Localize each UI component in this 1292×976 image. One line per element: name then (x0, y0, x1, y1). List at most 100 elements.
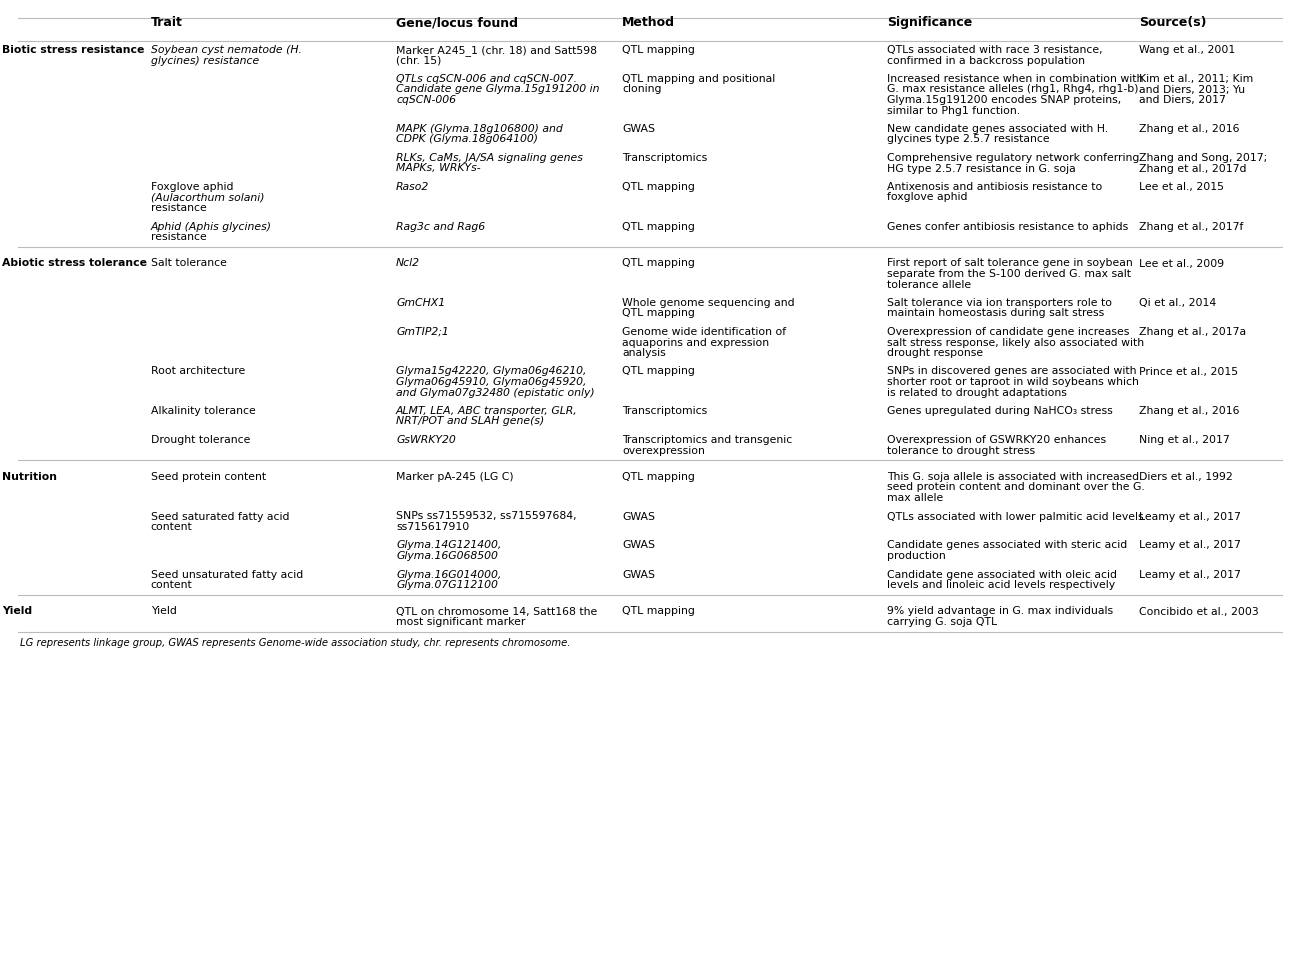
Text: analysis: analysis (623, 348, 665, 358)
Text: LG represents linkage group, GWAS represents Genome-wide association study, chr.: LG represents linkage group, GWAS repres… (19, 637, 570, 647)
Text: Zhang et al., 2017a: Zhang et al., 2017a (1140, 327, 1245, 337)
Text: Seed unsaturated fatty acid: Seed unsaturated fatty acid (151, 570, 302, 580)
Text: QTL mapping: QTL mapping (623, 222, 695, 231)
Text: GsWRKY20: GsWRKY20 (397, 435, 456, 445)
Text: GWAS: GWAS (623, 541, 655, 550)
Text: Trait: Trait (151, 16, 182, 29)
Text: Glyma.15g191200 encodes SNAP proteins,: Glyma.15g191200 encodes SNAP proteins, (888, 95, 1121, 105)
Text: Zhang et al., 2017f: Zhang et al., 2017f (1140, 222, 1243, 231)
Text: seed protein content and dominant over the G.: seed protein content and dominant over t… (888, 482, 1145, 493)
Text: most significant marker: most significant marker (397, 617, 526, 627)
Text: GWAS: GWAS (623, 511, 655, 521)
Text: NRT/POT and SLAH gene(s): NRT/POT and SLAH gene(s) (397, 417, 544, 427)
Text: aquaporins and expression: aquaporins and expression (623, 338, 769, 347)
Text: shorter root or taproot in wild soybeans which: shorter root or taproot in wild soybeans… (888, 377, 1138, 387)
Text: 9% yield advantage in G. max individuals: 9% yield advantage in G. max individuals (888, 606, 1114, 617)
Text: QTL on chromosome 14, Satt168 the: QTL on chromosome 14, Satt168 the (397, 606, 597, 617)
Text: maintain homeostasis during salt stress: maintain homeostasis during salt stress (888, 308, 1105, 318)
Text: and Diers, 2017: and Diers, 2017 (1140, 95, 1226, 105)
Text: Foxglove aphid: Foxglove aphid (151, 182, 233, 192)
Text: levels and linoleic acid levels respectively: levels and linoleic acid levels respecti… (888, 580, 1115, 590)
Text: Soybean cyst nematode (H.: Soybean cyst nematode (H. (151, 45, 301, 55)
Text: Glyma.07G112100: Glyma.07G112100 (397, 580, 497, 590)
Text: Candidate gene associated with oleic acid: Candidate gene associated with oleic aci… (888, 570, 1118, 580)
Text: SNPs in discovered genes are associated with: SNPs in discovered genes are associated … (888, 367, 1137, 377)
Text: cqSCN-006: cqSCN-006 (397, 95, 456, 105)
Text: (Aulacorthum solani): (Aulacorthum solani) (151, 192, 264, 202)
Text: drought response: drought response (888, 348, 983, 358)
Text: carrying G. soja QTL: carrying G. soja QTL (888, 617, 997, 627)
Text: and Diers, 2013; Yu: and Diers, 2013; Yu (1140, 85, 1245, 95)
Text: foxglove aphid: foxglove aphid (888, 192, 968, 202)
Text: production: production (888, 551, 946, 561)
Text: QTL mapping: QTL mapping (623, 367, 695, 377)
Text: Gene/locus found: Gene/locus found (397, 16, 518, 29)
Text: salt stress response, likely also associated with: salt stress response, likely also associ… (888, 338, 1145, 347)
Text: QTL mapping: QTL mapping (623, 45, 695, 55)
Text: and Glyma07g32480 (epistatic only): and Glyma07g32480 (epistatic only) (397, 387, 594, 397)
Text: Diers et al., 1992: Diers et al., 1992 (1140, 472, 1233, 482)
Text: ALMT, LEA, ABC transporter, GLR,: ALMT, LEA, ABC transporter, GLR, (397, 406, 578, 416)
Text: Lee et al., 2009: Lee et al., 2009 (1140, 259, 1224, 268)
Text: resistance: resistance (151, 203, 207, 213)
Text: Method: Method (623, 16, 676, 29)
Text: Seed saturated fatty acid: Seed saturated fatty acid (151, 511, 289, 521)
Text: Wang et al., 2001: Wang et al., 2001 (1140, 45, 1235, 55)
Text: QTLs associated with lower palmitic acid levels: QTLs associated with lower palmitic acid… (888, 511, 1143, 521)
Text: Alkalinity tolerance: Alkalinity tolerance (151, 406, 256, 416)
Text: Antixenosis and antibiosis resistance to: Antixenosis and antibiosis resistance to (888, 182, 1102, 192)
Text: RLKs, CaMs, JA/SA signaling genes: RLKs, CaMs, JA/SA signaling genes (397, 153, 583, 163)
Text: Whole genome sequencing and: Whole genome sequencing and (623, 298, 795, 308)
Text: Comprehensive regulatory network conferring: Comprehensive regulatory network conferr… (888, 153, 1140, 163)
Text: QTL mapping: QTL mapping (623, 308, 695, 318)
Text: G. max resistance alleles (rhg1, Rhg4, rhg1-b).: G. max resistance alleles (rhg1, Rhg4, r… (888, 85, 1142, 95)
Text: Zhang et al., 2017d: Zhang et al., 2017d (1140, 164, 1247, 174)
Text: Overexpression of candidate gene increases: Overexpression of candidate gene increas… (888, 327, 1129, 337)
Text: Yield: Yield (151, 606, 177, 617)
Text: Genes confer antibiosis resistance to aphids: Genes confer antibiosis resistance to ap… (888, 222, 1128, 231)
Text: Seed protein content: Seed protein content (151, 472, 266, 482)
Text: GmCHX1: GmCHX1 (397, 298, 446, 308)
Text: Leamy et al., 2017: Leamy et al., 2017 (1140, 511, 1240, 521)
Text: Salt tolerance: Salt tolerance (151, 259, 226, 268)
Text: max allele: max allele (888, 493, 943, 503)
Text: Drought tolerance: Drought tolerance (151, 435, 249, 445)
Text: is related to drought adaptations: is related to drought adaptations (888, 387, 1067, 397)
Text: Abiotic stress tolerance: Abiotic stress tolerance (3, 259, 147, 268)
Text: HG type 2.5.7 resistance in G. soja: HG type 2.5.7 resistance in G. soja (888, 164, 1076, 174)
Text: Source(s): Source(s) (1140, 16, 1207, 29)
Text: QTL mapping: QTL mapping (623, 182, 695, 192)
Text: SNPs ss71559532, ss715597684,: SNPs ss71559532, ss715597684, (397, 511, 576, 521)
Text: GWAS: GWAS (623, 570, 655, 580)
Text: Salt tolerance via ion transporters role to: Salt tolerance via ion transporters role… (888, 298, 1112, 308)
Text: Marker A245_1 (chr. 18) and Satt598: Marker A245_1 (chr. 18) and Satt598 (397, 45, 597, 56)
Text: CDPK (Glyma.18g064100): CDPK (Glyma.18g064100) (397, 135, 537, 144)
Text: resistance: resistance (151, 232, 207, 242)
Text: GmTIP2;1: GmTIP2;1 (397, 327, 448, 337)
Text: Lee et al., 2015: Lee et al., 2015 (1140, 182, 1224, 192)
Text: Nutrition: Nutrition (3, 472, 57, 482)
Text: GWAS: GWAS (623, 124, 655, 134)
Text: Overexpression of GSWRKY20 enhances: Overexpression of GSWRKY20 enhances (888, 435, 1106, 445)
Text: Rag3c and Rag6: Rag3c and Rag6 (397, 222, 486, 231)
Text: content: content (151, 580, 193, 590)
Text: cloning: cloning (623, 85, 662, 95)
Text: Transcriptomics: Transcriptomics (623, 406, 708, 416)
Text: Leamy et al., 2017: Leamy et al., 2017 (1140, 541, 1240, 550)
Text: Glyma.16G068500: Glyma.16G068500 (397, 551, 497, 561)
Text: glycines) resistance: glycines) resistance (151, 56, 258, 65)
Text: tolerance allele: tolerance allele (888, 279, 972, 290)
Text: content: content (151, 522, 193, 532)
Text: Marker pA-245 (LG C): Marker pA-245 (LG C) (397, 472, 514, 482)
Text: Significance: Significance (888, 16, 973, 29)
Text: Prince et al., 2015: Prince et al., 2015 (1140, 367, 1238, 377)
Text: QTL mapping: QTL mapping (623, 472, 695, 482)
Text: Glyma.16G014000,: Glyma.16G014000, (397, 570, 501, 580)
Text: Glyma06g45910, Glyma06g45920,: Glyma06g45910, Glyma06g45920, (397, 377, 587, 387)
Text: Concibido et al., 2003: Concibido et al., 2003 (1140, 606, 1258, 617)
Text: Raso2: Raso2 (397, 182, 429, 192)
Text: Candidate gene Glyma.15g191200 in: Candidate gene Glyma.15g191200 in (397, 85, 599, 95)
Text: First report of salt tolerance gene in soybean: First report of salt tolerance gene in s… (888, 259, 1133, 268)
Text: Ncl2: Ncl2 (397, 259, 420, 268)
Text: overexpression: overexpression (623, 445, 705, 456)
